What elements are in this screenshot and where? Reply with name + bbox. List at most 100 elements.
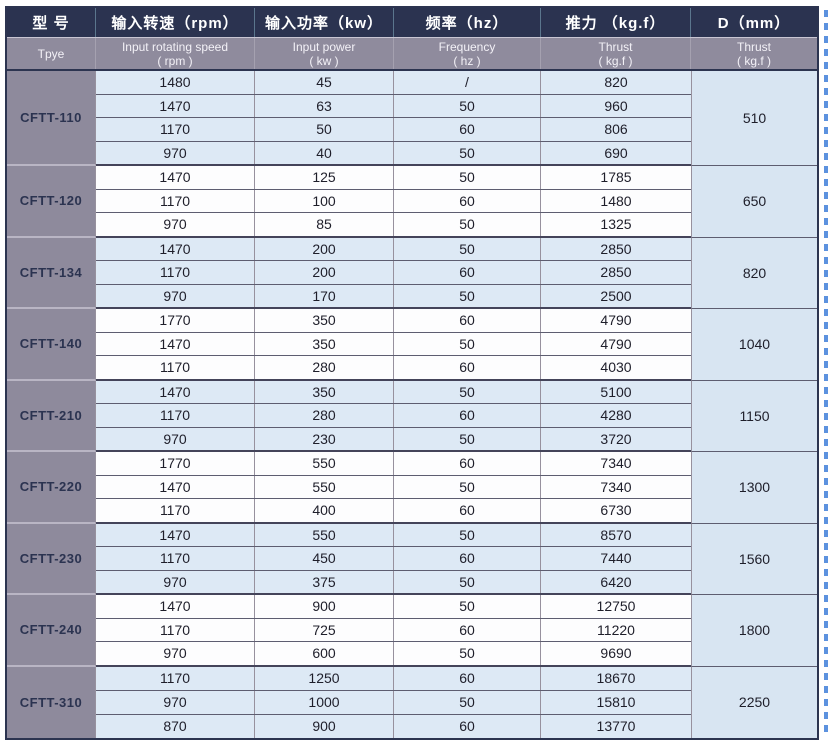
speed-cell: 1170 xyxy=(96,261,255,284)
frequency-cell: 60 xyxy=(394,547,541,570)
frequency-cell: 50 xyxy=(394,94,541,117)
power-cell: 1000 xyxy=(255,690,394,714)
header-power-en-line1: Input power xyxy=(292,39,356,54)
table-row: 1170 280 60 4030 xyxy=(96,356,691,379)
power-cell: 230 xyxy=(255,427,394,450)
diameter-cell: 820 xyxy=(691,237,817,309)
frequency-cell: 60 xyxy=(394,309,541,332)
header-speed-en-line1: Input rotating speed xyxy=(121,39,229,54)
table-row: 1170 280 60 4280 xyxy=(96,404,691,428)
power-cell: 550 xyxy=(255,523,394,546)
frequency-cell: 60 xyxy=(394,666,541,690)
diameter-cell: 1040 xyxy=(691,309,817,381)
header-speed-en: Input rotating speed ( rpm ) xyxy=(96,38,255,69)
thrust-cell: 9690 xyxy=(600,645,632,662)
diameter-cell: 1560 xyxy=(691,523,817,595)
speed-cell: 1770 xyxy=(96,452,255,475)
power-cell: 1250 xyxy=(255,666,394,690)
thrust-cell: 18670 xyxy=(596,670,636,687)
thrust-cell: 13770 xyxy=(596,718,636,735)
power-cell: 350 xyxy=(255,332,394,355)
speed-cell: 1170 xyxy=(96,666,255,690)
thrust-cell: 6420 xyxy=(600,573,632,590)
group-rows: 1170 1250 60 18670 970 1000 50 15810 870 900 60 137… xyxy=(96,666,691,739)
table-row: 1470 550 50 8570 xyxy=(96,523,691,547)
header-diameter-en-line2: ( kg.f ) xyxy=(736,53,771,68)
group-rows: 1770 350 60 4790 1470 350 50 4790 1170 280 60 4030 xyxy=(96,309,691,381)
model-type-cell: CFTT-210 xyxy=(7,380,96,452)
frequency-cell: 50 xyxy=(394,475,541,498)
model-type-cell: CFTT-140 xyxy=(7,309,96,381)
power-cell: 280 xyxy=(255,356,394,379)
speed-cell: 1470 xyxy=(96,237,255,260)
thrust-cell: 5100 xyxy=(600,383,632,400)
thrust-cell: 3720 xyxy=(600,430,632,447)
speed-cell: 1470 xyxy=(96,94,255,117)
group-rows: 1470 550 50 8570 1170 450 60 7440 970 375 50 6420 xyxy=(96,523,691,595)
speed-cell: 1170 xyxy=(96,618,255,641)
speed-cell: 870 xyxy=(96,714,255,739)
frequency-cell: 50 xyxy=(394,284,541,307)
thrust-cell: 7340 xyxy=(600,478,632,495)
table-row: 1470 550 50 7340 xyxy=(96,475,691,499)
diameter-cell: 510 xyxy=(691,71,817,166)
table-row: 1470 125 50 1785 xyxy=(96,166,691,190)
power-cell: 550 xyxy=(255,475,394,498)
speed-cell: 1170 xyxy=(96,547,255,570)
header-frequency-en: Frequency ( hz ) xyxy=(394,38,541,69)
power-cell: 450 xyxy=(255,547,394,570)
table-row: 970 375 50 6420 xyxy=(96,570,691,593)
table-body: CFTT-110 1480 45/820 1470 63 50 960 1170 50 60 806… xyxy=(7,71,817,739)
frequency-cell: 50 xyxy=(394,332,541,355)
frequency-cell: 50 xyxy=(394,380,541,403)
thrust-cell: 1785 xyxy=(600,169,632,186)
header-power-en: Input power ( kw ) xyxy=(255,38,394,69)
thrust-cell: 15810 xyxy=(596,694,636,711)
header-thrust-en-line1: Thrust xyxy=(598,39,633,54)
speed-cell: 1170 xyxy=(96,499,255,522)
power-cell: 170 xyxy=(255,284,394,307)
frequency-cell: 50 xyxy=(394,166,541,189)
power-cell: 400 xyxy=(255,499,394,522)
header-thrust-zh: 推力 （kg.f） xyxy=(541,8,691,37)
table-row: 1470 900 50 12750 xyxy=(96,595,691,619)
header-row-chinese: 型 号 输入转速（rpm） 输入功率（kw） 频率（hz） 推力 （kg.f） … xyxy=(7,8,817,37)
header-frequency-en-line2: ( hz ) xyxy=(453,53,481,68)
speed-cell: 970 xyxy=(96,427,255,450)
frequency-cell: 60 xyxy=(394,261,541,284)
thrust-cell: 806 xyxy=(604,121,628,138)
speed-cell: 1170 xyxy=(96,404,255,427)
header-row-english: Tpye Input rotating speed ( rpm ) Input … xyxy=(7,37,817,71)
speed-cell: 1770 xyxy=(96,309,255,332)
frequency-cell: 60 xyxy=(394,404,541,427)
header-diameter-en-line1: Thrust xyxy=(736,39,771,54)
table-row: 1480 45/ 820 xyxy=(96,71,691,95)
table-row: 1170 50 60 806 xyxy=(96,118,691,142)
table-row: 970 230 50 3720 xyxy=(96,427,691,450)
frequency-cell: 50 xyxy=(394,642,541,665)
diameter-cell: 650 xyxy=(691,166,817,238)
header-model-en-line1: Tpye xyxy=(37,46,65,61)
header-speed-en-line2: ( rpm ) xyxy=(157,53,193,68)
thrust-cell: 11220 xyxy=(597,621,635,638)
thrust-cell: 960 xyxy=(604,97,628,114)
model-type-cell: CFTT-240 xyxy=(7,595,96,667)
thrust-cell: 1325 xyxy=(600,216,632,233)
power-cell: 725 xyxy=(255,618,394,641)
power-cell: 900 xyxy=(255,595,394,618)
speed-cell: 1470 xyxy=(96,595,255,618)
power-cell: 900 xyxy=(255,714,394,739)
model-group-cftt-110: CFTT-110 1480 45/820 1470 63 50 960 1170 50 60 806… xyxy=(7,71,817,166)
thrust-cell: 2500 xyxy=(600,287,632,304)
frequency-cell: 60 xyxy=(394,452,541,475)
group-rows: 1770 550 60 7340 1470 550 50 7340 1170 400 60 6730 xyxy=(96,452,691,524)
thrust-cell: 7340 xyxy=(600,455,632,472)
speed-cell: 1470 xyxy=(96,380,255,403)
table-row: 970 170 50 2500 xyxy=(96,284,691,307)
thrust-cell: 690 xyxy=(604,144,628,161)
table-row: 1170 100 60 1480 xyxy=(96,189,691,213)
table-row: 1770 550 60 7340 xyxy=(96,452,691,476)
header-thrust-en: Thrust ( kg.f ) xyxy=(541,38,691,69)
speed-cell: 1470 xyxy=(96,332,255,355)
